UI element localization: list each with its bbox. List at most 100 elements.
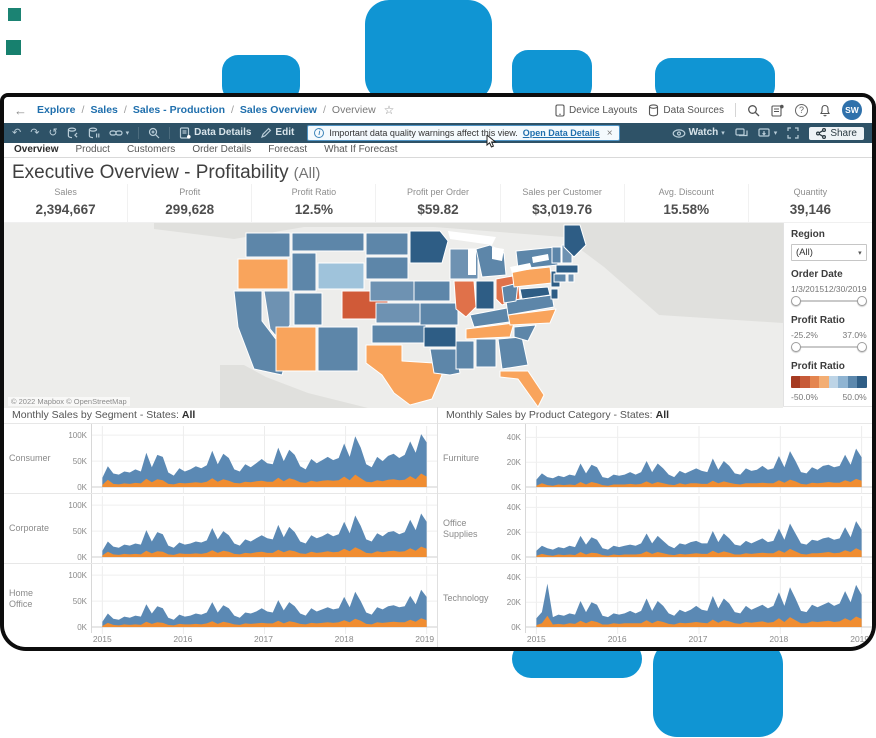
profit-area[interactable]: [536, 478, 862, 487]
state-ME[interactable]: [563, 224, 587, 258]
device-layouts-button[interactable]: Device Layouts: [555, 103, 638, 117]
link-icon[interactable]: ▾: [109, 128, 129, 138]
breadcrumb-link[interactable]: Explore: [37, 104, 76, 116]
search-icon[interactable]: [747, 104, 760, 117]
favorite-star-icon[interactable]: ☆: [383, 103, 395, 117]
state-FL[interactable]: [499, 370, 545, 408]
profit-area[interactable]: [536, 548, 862, 557]
state-TX[interactable]: [365, 344, 443, 406]
state-AR[interactable]: [423, 326, 457, 348]
refresh-data-icon[interactable]: [67, 127, 79, 139]
slider-track[interactable]: [794, 300, 864, 302]
slider-handle-left[interactable]: [791, 296, 801, 306]
state-MS[interactable]: [455, 340, 475, 370]
bell-icon[interactable]: [819, 104, 831, 117]
state-WY[interactable]: [317, 262, 365, 290]
watch-button[interactable]: Watch ▾: [672, 128, 725, 138]
sales-area[interactable]: [536, 521, 862, 557]
area-chart[interactable]: [526, 564, 872, 634]
fullscreen-icon[interactable]: [787, 127, 799, 139]
state-AZ[interactable]: [275, 326, 317, 372]
zoom-icon[interactable]: [148, 127, 160, 139]
redo-icon[interactable]: ↷: [30, 126, 40, 139]
open-data-details-link[interactable]: Open Data Details: [522, 128, 600, 138]
map-attribution[interactable]: © 2022 Mapbox © OpenStreetMap: [8, 397, 130, 406]
state-WA[interactable]: [245, 232, 291, 258]
banner-close-icon[interactable]: ×: [606, 127, 613, 139]
state-LA[interactable]: [429, 348, 461, 376]
state-SD[interactable]: [365, 256, 409, 280]
sales-area[interactable]: [102, 589, 427, 627]
state-VT[interactable]: [551, 246, 562, 264]
undo-icon[interactable]: ↶: [12, 126, 22, 139]
device-layouts-label: Device Layouts: [569, 104, 638, 116]
state-MN[interactable]: [409, 230, 449, 264]
data-sources-button[interactable]: Data Sources: [648, 103, 724, 117]
tab-order-details[interactable]: Order Details: [192, 144, 252, 155]
state-MT[interactable]: [291, 232, 365, 252]
area-chart[interactable]: [92, 424, 437, 494]
state-NM[interactable]: [317, 326, 359, 372]
state-MO[interactable]: [419, 302, 459, 326]
profit-area[interactable]: [102, 618, 427, 627]
state-SC[interactable]: [513, 324, 537, 342]
breadcrumb-link[interactable]: Sales Overview: [239, 104, 317, 116]
state-OK[interactable]: [371, 324, 427, 344]
slider-handle-left[interactable]: [791, 342, 801, 352]
slider-track[interactable]: [794, 346, 864, 348]
state-IL[interactable]: [453, 280, 477, 318]
avatar[interactable]: SW: [842, 100, 862, 120]
breadcrumb-link[interactable]: Sales - Production: [132, 104, 225, 116]
profit-area[interactable]: [102, 546, 427, 557]
state-NC[interactable]: [507, 308, 557, 326]
great-lake: [468, 249, 476, 275]
tab-forecast[interactable]: Forecast: [268, 144, 308, 155]
state-DE[interactable]: [550, 288, 559, 300]
state-OR[interactable]: [237, 258, 289, 290]
sales-area[interactable]: [102, 434, 427, 487]
profit-area[interactable]: [102, 473, 427, 488]
state-MA[interactable]: [555, 264, 579, 274]
download-icon[interactable]: ▾: [758, 127, 777, 139]
state-IA[interactable]: [413, 280, 451, 302]
state-NE[interactable]: [369, 280, 417, 302]
slider-handle-right[interactable]: [856, 296, 867, 306]
choropleth-map[interactable]: [4, 223, 783, 408]
area-chart[interactable]: [526, 424, 872, 494]
region-dropdown[interactable]: (All) ▾: [791, 244, 867, 261]
pause-updates-icon[interactable]: [88, 127, 100, 139]
slider-handle-right[interactable]: [856, 342, 867, 352]
state-IN[interactable]: [475, 280, 495, 310]
state-CT[interactable]: [553, 273, 567, 283]
profit-area[interactable]: [536, 615, 862, 627]
state-WV[interactable]: [501, 282, 519, 304]
area-chart[interactable]: [526, 494, 872, 564]
share-button[interactable]: Share: [809, 126, 864, 140]
breadcrumb-link[interactable]: Sales: [90, 104, 118, 116]
state-MD[interactable]: [519, 286, 551, 300]
data-details-button[interactable]: Data Details: [179, 127, 251, 139]
tab-overview[interactable]: Overview: [14, 144, 59, 155]
help-icon[interactable]: ?: [795, 103, 808, 117]
state-GA[interactable]: [497, 336, 529, 370]
revert-icon[interactable]: ↺: [48, 126, 58, 139]
area-chart[interactable]: [92, 564, 437, 634]
back-arrow-icon[interactable]: ←: [14, 102, 27, 118]
sales-area[interactable]: [536, 448, 862, 487]
state-TN[interactable]: [465, 322, 515, 340]
area-chart[interactable]: [92, 494, 437, 564]
tab-product[interactable]: Product: [75, 144, 110, 155]
state-AL[interactable]: [475, 338, 497, 368]
state-ND[interactable]: [365, 232, 409, 256]
sales-area[interactable]: [102, 513, 427, 558]
state-UT[interactable]: [293, 292, 323, 326]
tab-what-if-forecast[interactable]: What If Forecast: [324, 144, 398, 155]
state-RI[interactable]: [567, 273, 575, 283]
edit-button[interactable]: Edit: [260, 127, 294, 139]
tab-customers[interactable]: Customers: [126, 144, 176, 155]
notifications-doc-icon[interactable]: [771, 104, 784, 117]
state-KS[interactable]: [375, 302, 423, 324]
comments-icon[interactable]: [735, 127, 748, 139]
sales-area[interactable]: [536, 583, 862, 627]
state-ID[interactable]: [291, 252, 317, 292]
